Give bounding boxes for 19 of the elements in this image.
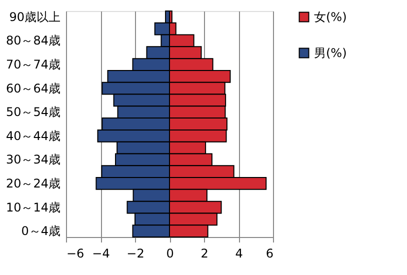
y-tick-label: 10～14歳 [6,200,60,214]
x-tick-label: −4 [92,246,110,260]
x-tick-label: −6 [66,246,84,260]
legend-label: 男(%) [314,46,347,60]
x-tick-label: 6 [266,246,274,260]
y-tick-label: 60～64歳 [6,81,60,96]
y-tick-label: 90歳以上 [9,10,60,24]
y-tick-label: 20～24歳 [6,176,60,190]
legend-label: 女(%) [314,10,347,24]
y-tick-label: 40～44歳 [6,128,60,143]
y-tick-label: 50～54歳 [6,105,60,120]
x-tick-label: 2 [200,246,208,260]
y-tick-label: 70～74歳 [6,58,60,72]
y-tick-label: 0～4歳 [21,224,60,238]
x-tick-label: 0 [166,246,174,260]
x-tick-label: −2 [126,246,144,260]
y-tick-label: 80～84歳 [6,34,60,48]
y-tick-label: 30～34歳 [6,152,60,167]
x-tick-label: 4 [235,246,243,260]
